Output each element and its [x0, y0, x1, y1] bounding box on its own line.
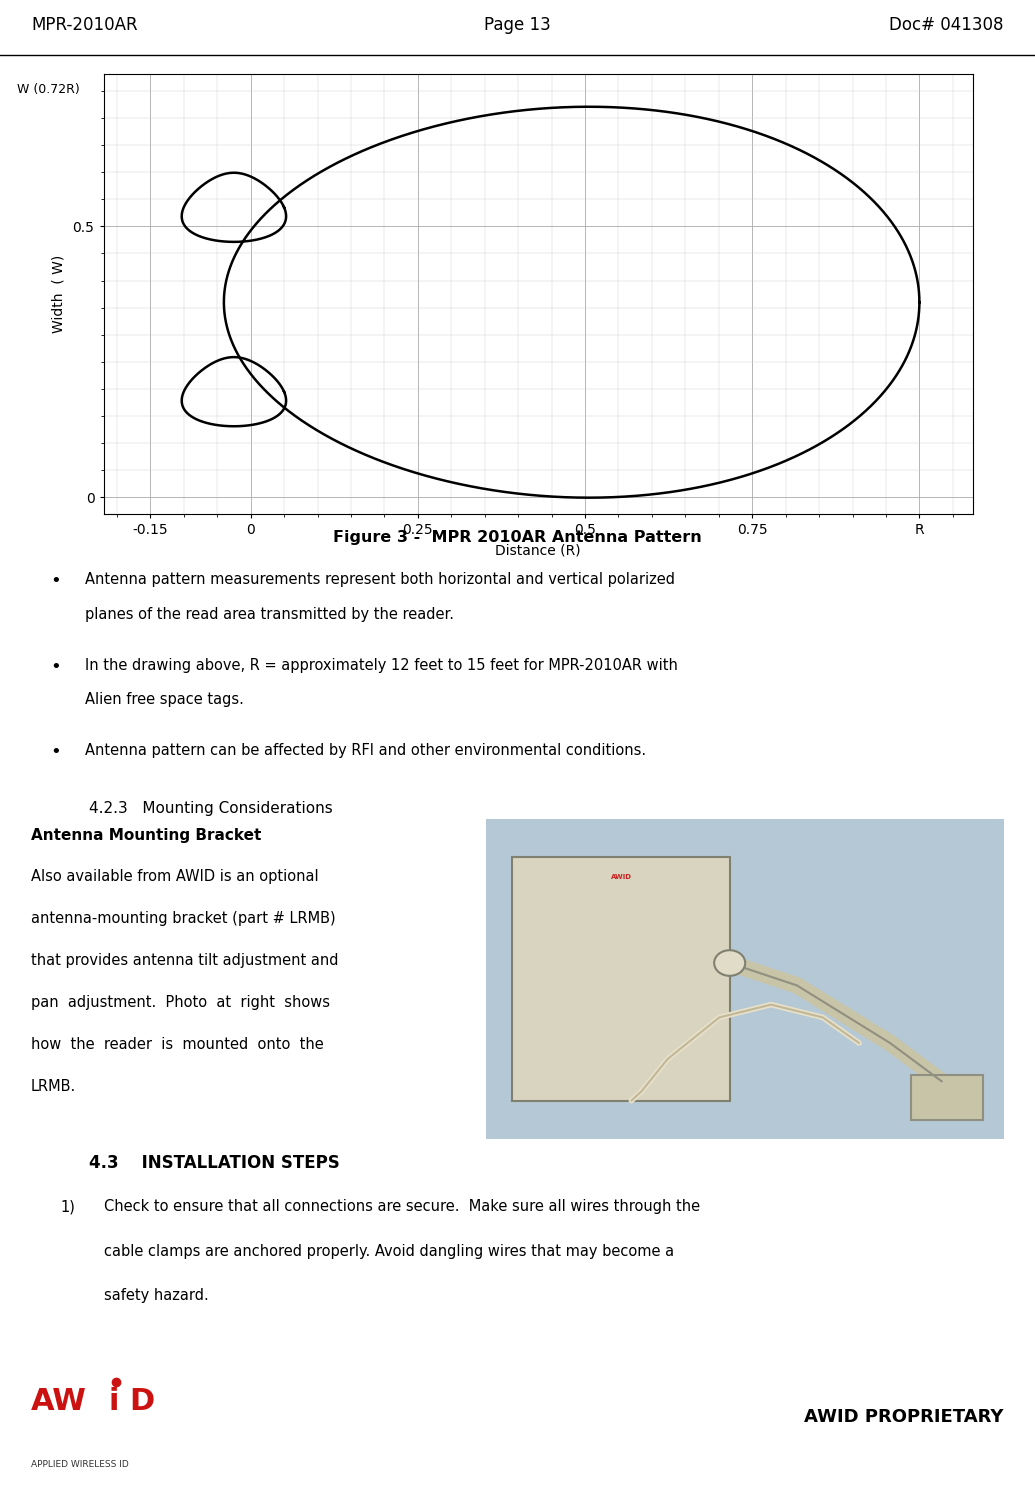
Text: AWiD: AWiD	[611, 874, 631, 880]
Text: Antenna Mounting Bracket: Antenna Mounting Bracket	[31, 828, 262, 843]
Text: •: •	[50, 572, 61, 590]
Text: AW: AW	[31, 1386, 87, 1416]
Ellipse shape	[714, 950, 745, 975]
Text: •: •	[50, 743, 61, 761]
Text: MPR-2010AR: MPR-2010AR	[31, 16, 138, 34]
Text: 4.3    INSTALLATION STEPS: 4.3 INSTALLATION STEPS	[89, 1154, 341, 1172]
Text: Page 13: Page 13	[484, 16, 551, 34]
Text: D: D	[129, 1386, 154, 1416]
Text: Doc# 041308: Doc# 041308	[889, 16, 1004, 34]
Text: that provides antenna tilt adjustment and: that provides antenna tilt adjustment an…	[31, 953, 338, 968]
Text: APPLIED WIRELESS ID: APPLIED WIRELESS ID	[31, 1461, 128, 1470]
Text: safety hazard.: safety hazard.	[104, 1288, 209, 1303]
Text: AWID PROPRIETARY: AWID PROPRIETARY	[804, 1409, 1004, 1426]
Bar	[512, 858, 730, 1100]
Text: W (0.72R): W (0.72R)	[18, 83, 80, 95]
Bar	[911, 1075, 983, 1120]
Text: how  the  reader  is  mounted  onto  the: how the reader is mounted onto the	[31, 1036, 324, 1053]
Text: Antenna pattern measurements represent both horizontal and vertical polarized: Antenna pattern measurements represent b…	[85, 572, 675, 587]
Text: In the drawing above, R = approximately 12 feet to 15 feet for MPR-2010AR with: In the drawing above, R = approximately …	[85, 658, 678, 673]
Text: •: •	[50, 658, 61, 676]
Text: 1): 1)	[60, 1200, 76, 1215]
Text: planes of the read area transmitted by the reader.: planes of the read area transmitted by t…	[85, 606, 453, 621]
Text: LRMB.: LRMB.	[31, 1080, 77, 1094]
Text: cable clamps are anchored properly. Avoid dangling wires that may become a: cable clamps are anchored properly. Avoi…	[104, 1243, 674, 1258]
Text: Also available from AWID is an optional: Also available from AWID is an optional	[31, 868, 319, 883]
Y-axis label: Width  ( W): Width ( W)	[52, 255, 65, 334]
Text: pan  adjustment.  Photo  at  right  shows: pan adjustment. Photo at right shows	[31, 995, 330, 1010]
X-axis label: Distance (R): Distance (R)	[496, 543, 581, 558]
Text: i: i	[109, 1386, 119, 1416]
Text: Figure 3 -  MPR 2010AR Antenna Pattern: Figure 3 - MPR 2010AR Antenna Pattern	[333, 530, 702, 545]
Text: Antenna pattern can be affected by RFI and other environmental conditions.: Antenna pattern can be affected by RFI a…	[85, 743, 646, 758]
Text: Alien free space tags.: Alien free space tags.	[85, 692, 243, 707]
Text: antenna-mounting bracket (part # LRMB): antenna-mounting bracket (part # LRMB)	[31, 911, 335, 926]
Text: 4.2.3   Mounting Considerations: 4.2.3 Mounting Considerations	[89, 801, 333, 816]
Text: Check to ensure that all connections are secure.  Make sure all wires through th: Check to ensure that all connections are…	[104, 1200, 700, 1215]
